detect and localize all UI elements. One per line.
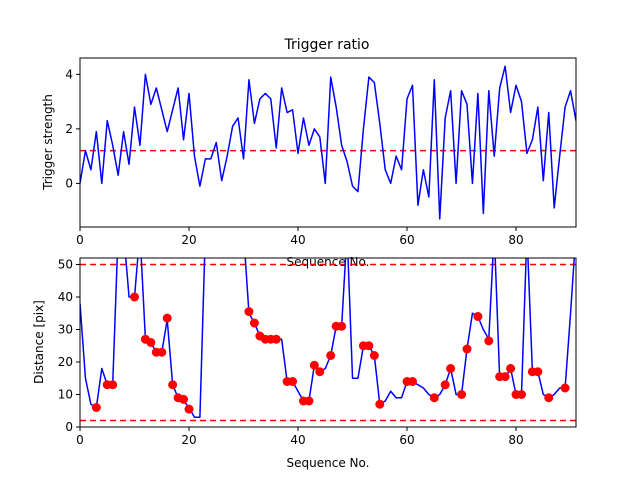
- chart2-y-tick-label: 40: [58, 290, 73, 304]
- chart2-marker-point: [375, 399, 385, 409]
- chart2-marker-point: [544, 393, 554, 403]
- chart2-x-label: Sequence No.: [287, 456, 370, 470]
- chart1-x-ticks: 0 20 40 60 80: [76, 227, 524, 247]
- chart2-marker-point: [162, 313, 172, 323]
- chart2-marker-point: [337, 321, 347, 331]
- chart2-marker-point: [309, 360, 319, 370]
- chart2-marker-point: [271, 334, 281, 344]
- chart2-marker-point: [168, 380, 178, 390]
- chart2-marker-point: [446, 364, 456, 373]
- chart1-y-tick-label: 2: [65, 122, 73, 136]
- chart2-plot-area: [80, 258, 576, 422]
- chart1-x-tick-label: 20: [181, 233, 196, 247]
- chart2-marker-point: [484, 336, 494, 346]
- chart2-marker-point: [364, 341, 374, 351]
- chart2-marker-point: [304, 396, 314, 406]
- chart2-clipped-area: [80, 258, 576, 422]
- chart1-y-tick-label: 0: [65, 176, 73, 190]
- chart1-y-ticks: 0 2 4: [65, 67, 80, 190]
- chart2-marker-point: [440, 380, 450, 390]
- chart2-y-tick-label: 10: [58, 388, 73, 402]
- chart2-x-tick-label: 60: [399, 433, 414, 447]
- distance-chart: 0 20 40 60 80 0 10 20 30 40 50 Sequence No. Dista…: [32, 257, 577, 470]
- chart1-x-tick-label: 60: [399, 233, 414, 247]
- chart1-y-tick-label: 4: [65, 67, 73, 81]
- chart1-clipped-area: [80, 65, 576, 220]
- chart1-x-tick-label: 0: [76, 233, 84, 247]
- chart2-marker-point: [500, 372, 510, 382]
- chart2-marker-point: [108, 380, 118, 390]
- chart2-y-tick-label: 0: [65, 420, 73, 434]
- chart2-y-tick-label: 50: [58, 258, 73, 272]
- chart1-y-label: Trigger strength: [41, 94, 55, 191]
- chart2-marker-point: [130, 292, 140, 302]
- chart2-marker-point: [249, 318, 259, 328]
- chart2-marker-point: [429, 393, 439, 403]
- chart2-marker-point: [157, 347, 167, 357]
- chart2-x-tick-label: 20: [181, 433, 196, 447]
- chart2-frame: [79, 257, 577, 428]
- chart2-y-ticks: 0 10 20 30 40 50: [58, 258, 80, 434]
- chart1-series-line: [80, 65, 576, 220]
- chart2-marker-point: [533, 367, 543, 377]
- chart2-marker-point: [462, 344, 472, 354]
- chart1-x-label: Sequence No.: [287, 255, 370, 269]
- chart2-x-tick-label: 0: [76, 433, 84, 447]
- chart2-marker-point: [473, 312, 483, 321]
- chart1-x-tick-label: 40: [290, 233, 305, 247]
- chart2-marker-point: [179, 394, 189, 404]
- chart1-frame: [79, 57, 577, 228]
- chart1-plot-area: [80, 65, 576, 220]
- chart2-series-line: [80, 258, 576, 418]
- chart2-y-tick-label: 30: [58, 323, 73, 337]
- chart2-marker-point: [326, 351, 336, 360]
- chart2-marker-point: [91, 403, 101, 412]
- chart1-title: Trigger ratio: [283, 37, 369, 53]
- chart2-marker-point: [315, 367, 325, 377]
- chart2-marker-point: [244, 307, 254, 317]
- chart2-marker-point: [184, 404, 194, 414]
- chart2-marker-point: [560, 383, 570, 393]
- chart2-y-label: Distance [pix]: [32, 300, 46, 384]
- chart2-marker-point: [288, 377, 298, 386]
- chart2-y-tick-label: 20: [58, 355, 73, 369]
- chart2-marker-point: [516, 390, 526, 399]
- chart2-marker-point: [146, 338, 156, 347]
- chart2-marker-point: [369, 351, 379, 360]
- chart2-marker-point: [407, 377, 417, 386]
- chart2-x-tick-label: 80: [508, 433, 523, 447]
- chart2-marker-point: [457, 390, 467, 399]
- chart2-marker-point: [506, 364, 516, 373]
- chart2-x-ticks: 0 20 40 60 80: [76, 427, 524, 447]
- chart1-x-tick-label: 80: [508, 233, 523, 247]
- chart2-x-tick-label: 40: [290, 433, 305, 447]
- trigger-ratio-chart: Trigger ratio 0 20 40 60 80 0 2 4 Sequence No.…: [41, 37, 577, 269]
